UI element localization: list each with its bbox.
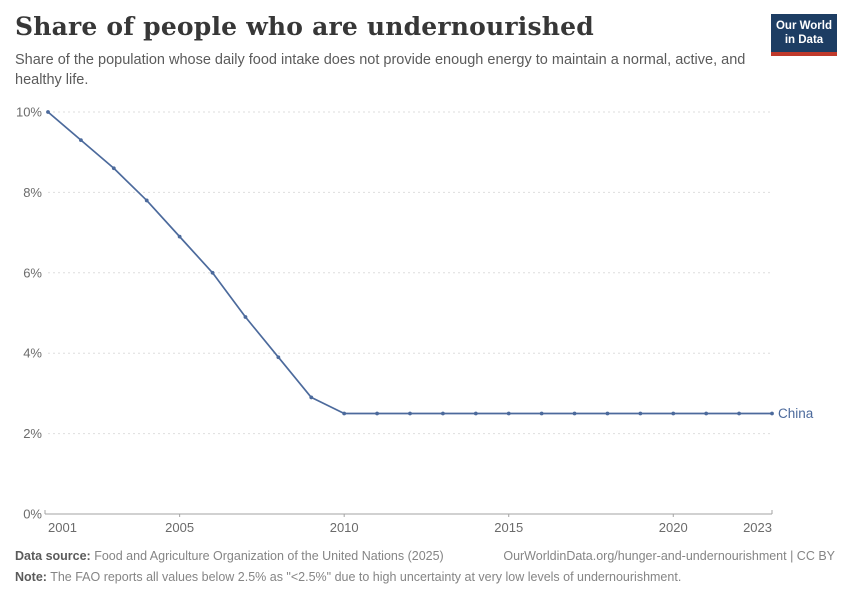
y-tick-label-10: 10% (16, 105, 42, 120)
owid-logo[interactable]: Our World in Data (771, 14, 837, 56)
note-label: Note: (15, 569, 47, 584)
data-point-china-2018[interactable] (605, 411, 610, 416)
data-point-china-2004[interactable] (144, 198, 149, 203)
chart-header: Share of people who are undernourished O… (15, 12, 837, 90)
x-tick-label-2005: 2005 (165, 520, 194, 535)
page-title: Share of people who are undernourished (15, 12, 594, 41)
x-tick-label-2001: 2001 (48, 520, 77, 535)
series-label-china[interactable]: China (778, 406, 814, 421)
data-point-china-2013[interactable] (441, 411, 445, 416)
series-line-china[interactable] (47, 111, 773, 415)
data-point-china-2019[interactable] (638, 411, 643, 416)
note-row: Note: The FAO reports all values below 2… (15, 568, 835, 587)
data-point-china-2015[interactable] (506, 411, 511, 416)
x-tick-label-2015: 2015 (494, 520, 523, 535)
data-source-text: Food and Agriculture Organization of the… (90, 549, 444, 563)
data-point-china-2014[interactable] (473, 411, 478, 416)
data-point-china-2009[interactable] (309, 395, 314, 400)
data-point-china-2011[interactable] (375, 411, 379, 416)
y-tick-label-6: 6% (23, 265, 42, 280)
data-point-china-2017[interactable] (572, 411, 577, 416)
data-point-china-2001[interactable] (46, 110, 50, 114)
chart-footer: Data source: Food and Agriculture Organi… (15, 547, 835, 587)
y-tick-label-2: 2% (23, 426, 42, 441)
x-tick-label-2023: 2023 (743, 520, 772, 535)
x-tick-label-2010: 2010 (330, 520, 359, 535)
data-point-china-2023[interactable] (770, 411, 774, 416)
chart-area[interactable]: 0% 2% 4% 6% 8% 10% 2001 2005 2010 2015 2020 2023 Chi… (0, 100, 850, 540)
chart-subtitle: Share of the population whose daily food… (15, 52, 746, 88)
data-point-china-2005[interactable] (177, 234, 182, 239)
data-point-china-2002[interactable] (79, 138, 83, 143)
data-source-label: Data source: (15, 549, 91, 563)
data-point-china-2006[interactable] (210, 270, 215, 275)
data-point-china-2008[interactable] (276, 355, 281, 360)
data-point-china-2022[interactable] (737, 411, 741, 416)
data-point-china-2010[interactable] (342, 411, 347, 416)
data-point-china-2003[interactable] (111, 166, 116, 171)
line-chart[interactable]: 0% 2% 4% 6% 8% 10% 2001 2005 2010 2015 2020 2023 Chi… (0, 100, 850, 540)
y-tick-label-8: 8% (23, 185, 42, 200)
owid-link[interactable]: OurWorldinData.org/hunger-and-undernouri… (503, 549, 835, 563)
source-row: Data source: Food and Agriculture Organi… (15, 547, 835, 566)
data-point-china-2016[interactable] (539, 411, 544, 416)
owid-logo-line1: Our World (775, 20, 832, 32)
data-point-china-2007[interactable] (243, 315, 248, 319)
data-point-china-2021[interactable] (704, 411, 709, 416)
note-text: The FAO reports all values below 2.5% as… (46, 569, 682, 584)
data-point-china-2012[interactable] (408, 411, 412, 416)
y-tick-label-4: 4% (23, 346, 42, 361)
x-tick-label-2020: 2020 (659, 520, 688, 535)
data-point-china-2020[interactable] (671, 411, 676, 416)
y-tick-label-0: 0% (23, 507, 42, 522)
owid-logo-line2: in Data (784, 34, 824, 47)
data-source: Data source: Food and Agriculture Organi… (15, 547, 444, 566)
